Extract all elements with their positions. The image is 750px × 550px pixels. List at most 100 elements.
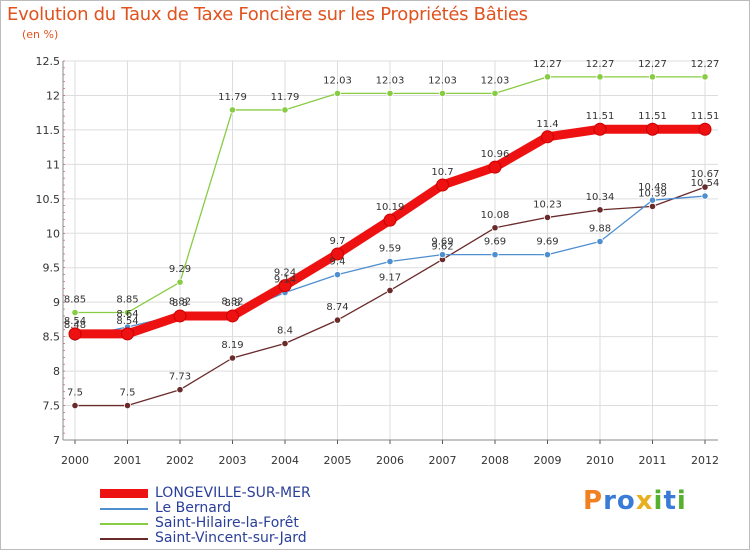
legend-label-longeville: LONGEVILLE-SUR-MER — [155, 485, 311, 501]
data-point-saint-vincent — [228, 354, 237, 362]
data-point-saint-hilaire — [71, 308, 79, 317]
logo-letter: P — [583, 486, 604, 516]
data-label-saint-vincent: 7.5 — [120, 388, 136, 399]
data-label-longeville: 10.7 — [431, 167, 453, 178]
data-label-saint-vincent: 10.39 — [638, 188, 667, 199]
data-point-saint-vincent — [386, 286, 394, 295]
x-tick-label: 2003 — [219, 454, 247, 467]
data-label-saint-vincent: 7.73 — [169, 372, 191, 383]
x-tick-label: 2000 — [61, 454, 89, 467]
chart-subtitle: (en %) — [22, 28, 59, 41]
data-point-le-bernard — [596, 237, 604, 246]
data-point-saint-hilaire — [543, 73, 552, 81]
y-tick-label: 10 — [46, 227, 60, 240]
data-label-saint-hilaire: 12.03 — [481, 75, 510, 86]
data-label-le-bernard: 9.88 — [589, 224, 611, 235]
data-label-saint-hilaire: 12.27 — [586, 59, 615, 70]
data-point-longeville — [698, 122, 712, 136]
data-point-saint-hilaire — [281, 106, 289, 114]
data-label-longeville: 8.54 — [64, 316, 86, 327]
data-label-longeville: 8.8 — [172, 298, 188, 309]
data-point-saint-vincent — [596, 206, 604, 214]
data-point-saint-hilaire — [333, 89, 342, 97]
logo-letter: i — [653, 486, 664, 516]
data-label-saint-vincent: 10.34 — [586, 192, 615, 203]
data-label-le-bernard: 8.82 — [169, 297, 191, 308]
y-tick-label: 9.5 — [43, 262, 61, 275]
data-label-saint-hilaire: 12.03 — [323, 75, 352, 86]
legend-swatch-saint-hilaire — [100, 523, 148, 525]
data-label-longeville: 10.96 — [481, 149, 510, 160]
data-label-longeville: 8.8 — [225, 298, 241, 309]
data-point-longeville — [383, 213, 397, 227]
data-label-le-bernard: 9.69 — [536, 237, 558, 248]
data-label-le-bernard: 9.69 — [431, 237, 453, 248]
data-label-le-bernard: 9.4 — [330, 257, 346, 268]
data-label-longeville: 11.4 — [536, 119, 558, 130]
data-point-longeville — [436, 178, 449, 192]
proxiti-logo: Proxiti — [583, 486, 687, 516]
legend-swatch-le-bernard — [100, 508, 148, 510]
logo-letter: o — [616, 486, 636, 516]
y-tick-label: 8 — [53, 365, 60, 378]
data-point-saint-hilaire — [701, 73, 709, 81]
legend-label-saint-vincent: Saint-Vincent-sur-Jard — [155, 530, 307, 546]
data-label-le-bernard: 9.14 — [274, 275, 296, 286]
data-point-saint-vincent — [333, 316, 342, 324]
data-point-le-bernard — [333, 271, 342, 279]
data-point-saint-hilaire — [228, 106, 237, 114]
logo-letter: i — [676, 486, 687, 516]
chart-title: Evolution du Taux de Taxe Foncière sur l… — [7, 4, 528, 25]
logo-letter: r — [603, 486, 617, 516]
data-label-longeville: 9.24 — [274, 268, 296, 279]
data-point-longeville — [173, 309, 187, 323]
legend-label-le-bernard: Le Bernard — [155, 500, 232, 516]
data-point-le-bernard — [701, 192, 709, 200]
data-point-le-bernard — [648, 196, 657, 204]
data-point-saint-vincent — [71, 401, 79, 410]
data-point-saint-hilaire — [176, 278, 184, 286]
data-label-saint-hilaire: 8.85 — [116, 295, 138, 306]
data-point-longeville — [646, 122, 659, 136]
data-label-saint-hilaire: 11.79 — [271, 92, 300, 103]
data-point-saint-hilaire — [123, 308, 132, 317]
data-label-le-bernard: 10.48 — [638, 182, 667, 193]
data-label-saint-hilaire: 12.03 — [376, 75, 405, 86]
data-label-saint-vincent: 8.74 — [326, 302, 348, 313]
data-label-saint-hilaire: 12.27 — [638, 59, 667, 70]
data-point-saint-vincent — [281, 339, 289, 348]
data-point-saint-vincent — [543, 213, 552, 222]
data-label-longeville: 10.19 — [376, 202, 405, 213]
data-label-saint-hilaire: 9.29 — [169, 264, 191, 275]
y-tick-label: 10.5 — [36, 193, 61, 206]
x-tick-label: 2005 — [324, 454, 352, 467]
x-tick-label: 2011 — [639, 454, 667, 467]
x-tick-label: 2012 — [691, 454, 719, 467]
data-label-longeville: 9.7 — [330, 236, 346, 247]
data-point-le-bernard — [438, 251, 447, 259]
data-label-saint-vincent: 10.08 — [481, 210, 510, 221]
y-tick-label: 12.5 — [36, 55, 61, 68]
y-tick-label: 7 — [53, 434, 60, 447]
data-point-le-bernard — [491, 251, 499, 259]
data-label-le-bernard: 8.48 — [64, 320, 86, 331]
x-tick-label: 2004 — [271, 454, 299, 467]
data-label-saint-hilaire: 12.27 — [533, 59, 562, 70]
data-label-longeville: 11.51 — [691, 111, 720, 122]
logo-letter: t — [663, 486, 677, 516]
data-label-le-bernard: 9.69 — [484, 237, 506, 248]
data-point-saint-hilaire — [438, 89, 447, 97]
data-label-saint-vincent: 9.17 — [379, 272, 401, 283]
data-label-le-bernard: 9.59 — [379, 244, 401, 255]
data-label-saint-vincent: 8.19 — [221, 340, 243, 351]
data-point-longeville — [278, 279, 292, 293]
x-tick-label: 2002 — [166, 454, 194, 467]
y-tick-label: 11.5 — [36, 124, 61, 137]
data-point-longeville — [488, 160, 502, 174]
x-tick-label: 2007 — [429, 454, 457, 467]
x-tick-label: 2009 — [534, 454, 562, 467]
data-label-saint-vincent: 10.23 — [533, 199, 562, 210]
data-point-le-bernard — [386, 257, 394, 266]
data-label-saint-vincent: 7.5 — [67, 388, 83, 399]
